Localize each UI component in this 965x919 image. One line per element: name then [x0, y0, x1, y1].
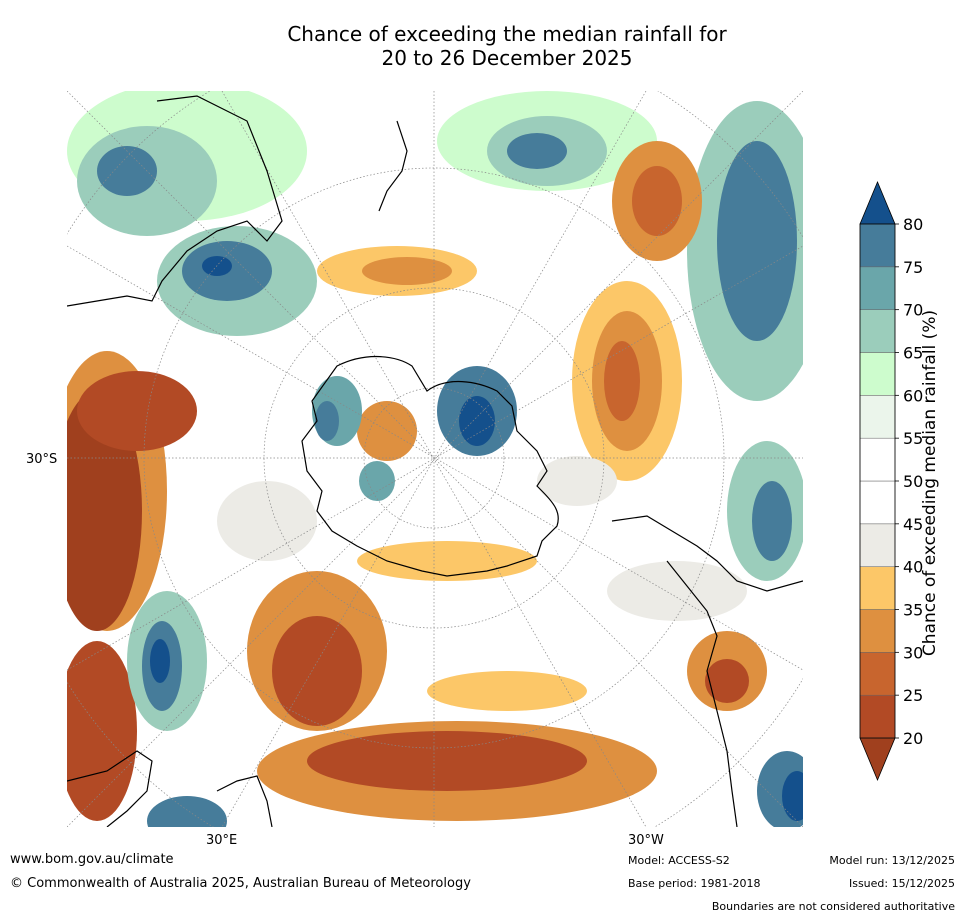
colorbar-tick-label: 40: [903, 558, 923, 577]
colorbar-svg: 20 25 30 35 40 45 50 55 60 65 70 75 80: [859, 180, 923, 782]
colorbar-tick-label: 60: [903, 386, 923, 405]
colorbar-tick-label: 30: [903, 643, 923, 662]
colorbar-tick-label: 55: [903, 429, 923, 448]
colorbar-extend-bottom: [859, 737, 896, 782]
colorbar-tick-label: 70: [903, 301, 923, 320]
colorbar-segment: [859, 266, 896, 310]
rainfall-map[interactable]: [67, 91, 803, 827]
issued-date: Issued: 15/12/2025: [848, 877, 955, 890]
colorbar-tick-label: 20: [903, 729, 923, 748]
south-america-east: [666, 560, 738, 827]
colorbar-segment: [859, 523, 896, 567]
boundaries-disclaimer: Boundaries are not considered authoritat…: [711, 900, 955, 913]
colorbar-extend-top: [859, 180, 896, 225]
colorbar-tick-label: 80: [903, 215, 923, 234]
map-canvas: [67, 91, 803, 827]
south-america-coast: [611, 515, 803, 592]
colorbar-segment: [859, 480, 896, 525]
colorbar-tick-label: 45: [903, 515, 923, 534]
probability-fields: [67, 91, 803, 827]
colorbar: 20 25 30 35 40 45 50 55 60 65 70 75 80: [850, 180, 960, 790]
colorbar-segment: [859, 309, 896, 353]
colorbar-segment: [859, 395, 896, 439]
graticule: [67, 91, 803, 827]
colorbar-tick-label: 50: [903, 472, 923, 491]
colorbar-segment: [859, 352, 896, 396]
base-period: Base period: 1981-2018: [628, 877, 761, 890]
colorbar-label: Chance of exceeding median rainfall (%): [920, 309, 940, 657]
copyright-text: © Commonwealth of Australia 2025, Austra…: [10, 876, 471, 891]
website-link[interactable]: www.bom.gov.au/climate: [10, 852, 174, 867]
antarctica-coast: [301, 356, 559, 577]
colorbar-segment: [859, 566, 896, 610]
model-run-date: Model run: 13/12/2025: [829, 854, 955, 867]
longitude-label-east: 30°E: [206, 833, 238, 848]
new-zealand-coast: [378, 120, 408, 212]
colorbar-segment: [859, 694, 896, 739]
madagascar-coast: [216, 775, 273, 827]
model-name: Model: ACCESS-S2: [628, 854, 730, 867]
australia-coast: [67, 95, 283, 307]
title-line-2: 20 to 26 December 2025: [381, 46, 633, 70]
longitude-label-west: 30°W: [628, 833, 664, 848]
colorbar-tick-label: 75: [903, 258, 923, 277]
colorbar-segment: [859, 437, 896, 482]
africa-coast: [67, 750, 153, 827]
colorbar-tick-label: 25: [903, 686, 923, 705]
latitude-label: 30°S: [26, 452, 58, 467]
coastlines: [67, 95, 803, 827]
colorbar-segment: [859, 652, 896, 696]
colorbar-segments: [859, 180, 896, 782]
colorbar-tick-label: 65: [903, 344, 923, 363]
colorbar-tick-label: 35: [903, 601, 923, 620]
title-line-1: Chance of exceeding the median rainfall …: [287, 22, 727, 46]
colorbar-segment: [859, 223, 896, 268]
map-title: Chance of exceeding the median rainfall …: [0, 22, 965, 70]
colorbar-segment: [859, 609, 896, 653]
colorbar-ticks: 20 25 30 35 40 45 50 55 60 65 70 75 80: [895, 215, 923, 748]
